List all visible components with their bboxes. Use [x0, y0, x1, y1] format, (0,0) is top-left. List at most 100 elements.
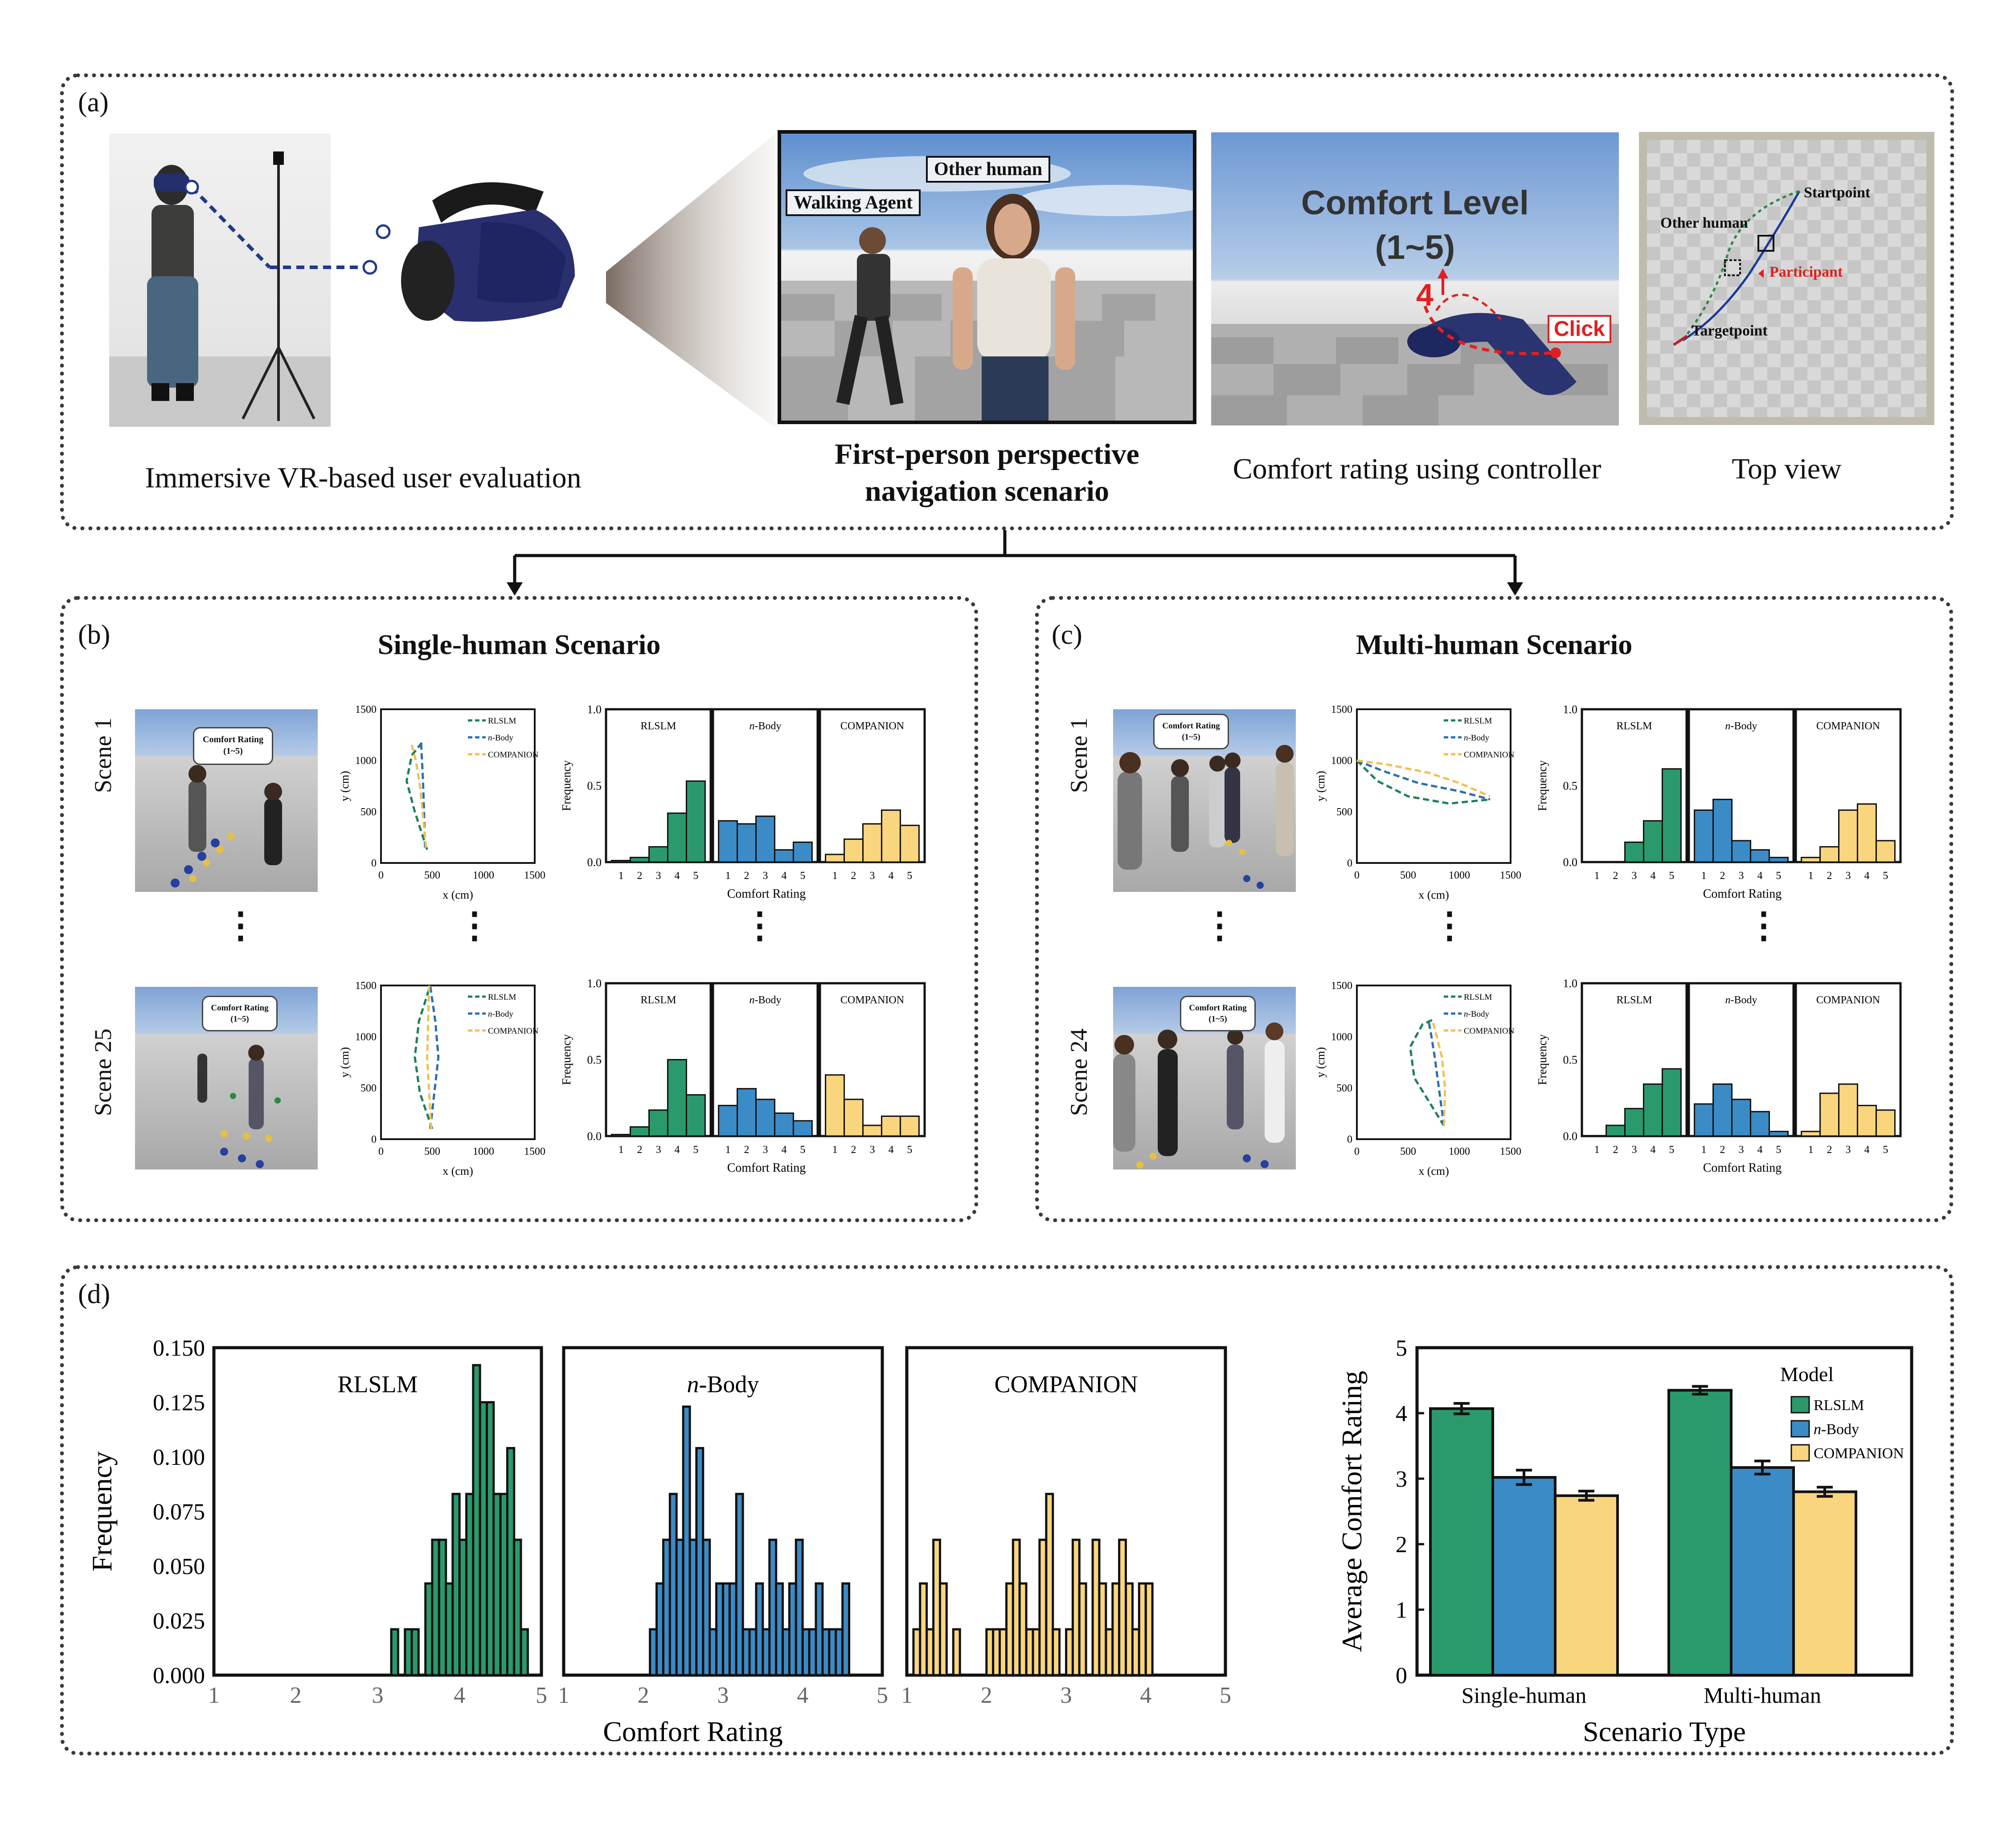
trajectory-COMPANION	[426, 985, 433, 1129]
fp-tag-other-human: Other human	[926, 156, 1051, 183]
b-traj-1: 0 500 1000 1500 0 500 1000 1500 x (cm) y (cm) RLSL…	[339, 704, 545, 901]
hist-bar	[1694, 1103, 1714, 1137]
b-hist-1: Frequency 0.0 0.5 1.0 RLSLM 1 2 3 4 5 n-Body 1 2 3 4 5 C…	[560, 704, 926, 901]
hist-tick-label: 4	[1650, 1144, 1655, 1156]
d-hist-x-label: Comfort Rating	[603, 1716, 783, 1747]
comfort-level-range: (1~5)	[1375, 229, 1455, 266]
hist-bar	[1875, 840, 1896, 863]
d-avg-y-tick: 0	[1396, 1663, 1407, 1689]
scene-label-c-bottom: Scene 24	[1065, 1028, 1092, 1116]
bubble-line-1: Comfort Rating	[202, 735, 264, 744]
legend-label: RLSLM	[1464, 716, 1492, 726]
hist-model-name: n-Body	[1725, 994, 1757, 1006]
top-startpoint: Startpoint	[1804, 184, 1871, 201]
hist-tick-label: 5	[1669, 870, 1674, 882]
hist-model-name: COMPANION	[1816, 720, 1880, 732]
freq-tick-label: 1.0	[1563, 704, 1578, 716]
d-hist-bar	[520, 1628, 529, 1676]
traj-x-tick: 0	[1354, 870, 1360, 881]
hist-tick-label: 4	[781, 870, 786, 882]
traj-x-tick: 500	[1400, 870, 1416, 881]
hist-tick-label: 3	[656, 870, 661, 882]
hist-tick-label: 2	[637, 870, 643, 882]
hist-tick-label: 5	[800, 870, 805, 882]
d-hist-y-tick: 0.125	[153, 1390, 205, 1416]
hist-tick-label: 1	[1701, 870, 1707, 882]
traj-x-tick: 1500	[1500, 1146, 1521, 1157]
d-avg-y-tick: 3	[1396, 1467, 1407, 1492]
d-hist-bar	[1052, 1628, 1061, 1676]
freq-axis-label: Frequency	[560, 1034, 573, 1085]
d-avg-y-tick: 5	[1396, 1336, 1407, 1361]
hist-tick-label: 4	[888, 1144, 893, 1156]
trajectory-COMPANION	[410, 744, 427, 848]
hist-x-label: Comfort Rating	[1703, 887, 1782, 901]
traj-x-tick: 500	[424, 1146, 440, 1157]
freq-tick-label: 0.0	[1563, 1130, 1578, 1143]
click-tag: Click	[1548, 315, 1611, 343]
d-avg-bar	[1792, 1490, 1857, 1676]
d-hist-bar	[795, 1538, 804, 1676]
hist-bar	[899, 825, 920, 863]
hist-model-name: COMPANION	[1816, 994, 1880, 1006]
freq-tick-label: 0.0	[1563, 856, 1578, 869]
d-hist-x-tick: 4	[1140, 1683, 1151, 1708]
trajectory-RLSLM	[414, 985, 434, 1129]
ellipsis-b2: ⋮	[457, 906, 492, 945]
legend-label: COMPANION	[1464, 750, 1515, 760]
scene-c1-image: Comfort Rating (1~5)	[1113, 709, 1296, 892]
freq-tick-label: 0.0	[587, 1130, 602, 1143]
scene-label-b-top: Scene 1	[90, 717, 116, 793]
vr-headset-photo	[365, 174, 624, 352]
d-hist-x-tick: 3	[372, 1683, 384, 1708]
d-avg-bar	[1429, 1407, 1494, 1676]
d-hist-y-tick: 0.025	[153, 1609, 205, 1634]
trajectory-n-Body	[1427, 1021, 1445, 1126]
d-hist-x-tick: 1	[901, 1683, 913, 1708]
hist-model-name: COMPANION	[840, 720, 904, 732]
hist-bar	[667, 812, 687, 863]
bubble-line-2: (1~5)	[1182, 732, 1200, 742]
hist-bar	[1694, 809, 1714, 863]
caption-first-person-2: navigation scenario	[864, 475, 1110, 507]
d-hist-x-tick: 5	[1220, 1683, 1231, 1708]
traj-x-tick: 1500	[1500, 870, 1521, 881]
hist-bar	[774, 849, 794, 863]
legend-label: RLSLM	[1814, 1397, 1864, 1414]
hist-bar	[844, 838, 864, 863]
traj-y-label: y (cm)	[1315, 771, 1327, 801]
d-hist-y-tick: 0.000	[153, 1663, 205, 1689]
hist-bar	[774, 1112, 794, 1137]
freq-tick-label: 0.5	[1563, 1054, 1578, 1067]
hist-bar	[825, 854, 845, 863]
freq-tick-label: 0.5	[587, 780, 602, 793]
traj-frame	[380, 708, 536, 864]
hist-tick-label: 2	[1827, 870, 1832, 882]
d-hist-x-tick: 4	[454, 1683, 465, 1708]
hist-tick-label: 2	[1827, 1144, 1832, 1156]
d-avg-bar	[1491, 1476, 1556, 1676]
traj-y-label: y (cm)	[1315, 1047, 1327, 1078]
hist-tick-label: 1	[1594, 870, 1600, 882]
scene-b25-bubble: Comfort Rating (1~5)	[202, 996, 278, 1031]
hist-bar	[1875, 1109, 1896, 1137]
hist-tick-label: 2	[851, 870, 856, 882]
hist-tick-label: 3	[1846, 1144, 1851, 1156]
fp-tag-walking-agent: Walking Agent	[786, 189, 921, 216]
ellipsis-c3: ⋮	[1746, 906, 1782, 945]
hist-model-name: RLSLM	[640, 994, 676, 1006]
hist-tick-label: 2	[744, 1144, 750, 1156]
hist-tick-label: 1	[832, 1144, 838, 1156]
d-avg-x-tick: Single-human	[1462, 1683, 1587, 1708]
legend-label: COMPANION	[488, 1026, 539, 1036]
ellipsis-c2: ⋮	[1432, 906, 1467, 945]
hist-bar	[737, 823, 757, 863]
legend-title: Model	[1780, 1363, 1834, 1386]
d-hist-x-tick: 2	[290, 1683, 302, 1708]
hist-tick-label: 3	[1739, 870, 1744, 882]
legend-label: COMPANION	[1464, 1026, 1515, 1036]
hist-bar	[1749, 1111, 1770, 1137]
hist-tick-label: 5	[907, 870, 912, 882]
legend-swatch	[1790, 1420, 1810, 1438]
freq-tick-label: 0.5	[587, 1054, 602, 1067]
